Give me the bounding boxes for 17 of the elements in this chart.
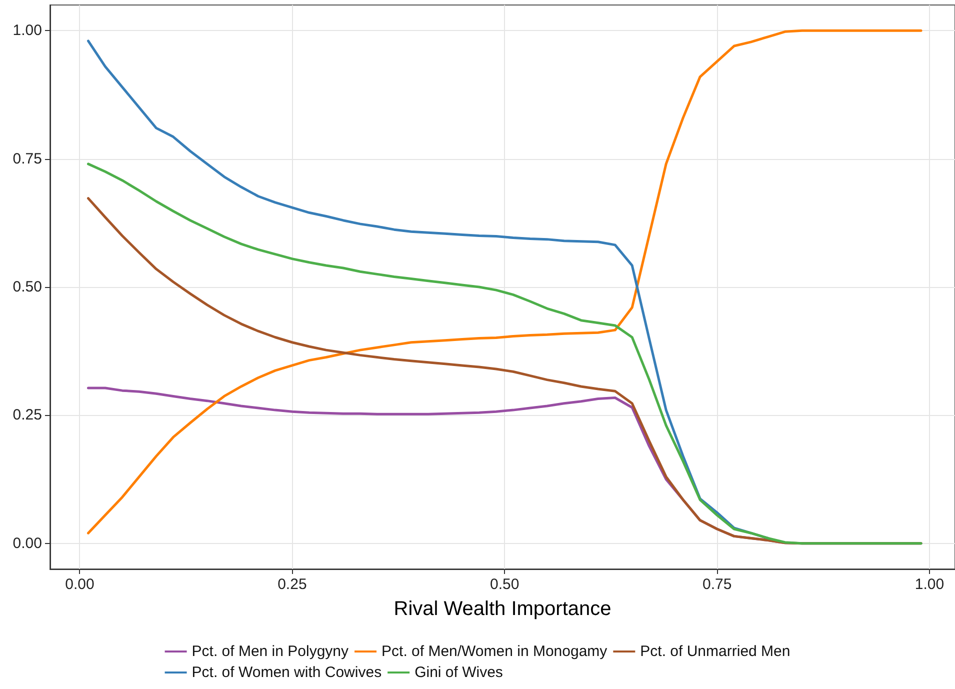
y-tick-label: 0.25 — [12, 406, 42, 424]
x-axis-title: Rival Wealth Importance — [394, 598, 612, 620]
line-series — [86, 29, 922, 534]
x-tick-label: 0.75 — [702, 576, 732, 593]
y-tick-label: 0.00 — [12, 534, 42, 552]
legend-label: Gini of Wives — [414, 664, 503, 681]
legend-label: Pct. of Unmarried Men — [640, 643, 790, 660]
legend-label: Pct. of Men/Women in Monogamy — [382, 643, 608, 660]
x-tick-label: 1.00 — [914, 576, 944, 593]
x-tick-label: 0.00 — [65, 576, 94, 593]
y-tick-label: 0.75 — [12, 150, 42, 168]
legend-label: Pct. of Women with Cowives — [192, 664, 382, 681]
x-tick-label: 0.50 — [490, 576, 520, 593]
y-tick-label: 1.00 — [12, 22, 42, 40]
y-tick-label: 0.50 — [12, 278, 42, 296]
x-tick-label: 0.25 — [278, 576, 307, 593]
legend-label: Pct. of Men in Polygyny — [192, 643, 350, 660]
